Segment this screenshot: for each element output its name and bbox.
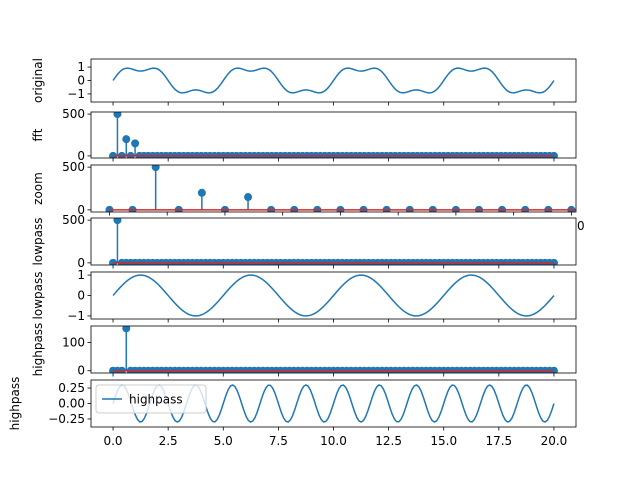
axes-frame [90, 164, 577, 213]
stem-marker [113, 218, 122, 225]
subplot-highpass: 0.25 0.00−0.25 0.0 2.5 5.0 7.5 10.0 12.5 15.0 17.… [8, 377, 577, 448]
legend-label: highpass [129, 393, 183, 407]
plot-area [105, 165, 576, 212]
stem-marker [244, 193, 253, 202]
subplot-zoom: 500 0 zoom [31, 160, 577, 217]
y-axis-label: highpass [31, 323, 45, 377]
x-tick-label: 10.0 [320, 434, 347, 448]
subplot-lowpass: 1 0 −1 lowpass [31, 268, 577, 323]
y-tick-label: 0 [77, 289, 85, 303]
stem-marker [113, 112, 122, 119]
y-tick-label: −0.25 [48, 412, 85, 426]
subplot-stack: 10−1original5000fft5000zoom5000lowpass10… [8, 58, 585, 448]
clipped-tick-fragment: 0 [577, 219, 585, 233]
y-tick-label: 100 [62, 335, 85, 349]
y-axis-label: lowpass [31, 272, 45, 320]
subplot-lowpass-fft: 500 0 lowpass [31, 213, 577, 270]
stem-marker [122, 135, 131, 144]
stem-marker [122, 326, 131, 333]
y-tick-label: −1 [67, 87, 85, 101]
y-tick-label: 0 [77, 256, 85, 270]
y-axis-label: zoom [31, 172, 45, 205]
subplot-fft: 500 0 fft [31, 107, 577, 163]
y-tick-label: 0 [77, 74, 85, 88]
plot-area [112, 274, 555, 317]
y-axis-label: fft [31, 128, 45, 141]
stem-marker [197, 188, 206, 197]
plot-area [109, 218, 558, 265]
x-tick-label: 2.5 [159, 434, 178, 448]
y-tick-label: 0.00 [58, 397, 85, 411]
y-axis-label: original [31, 58, 45, 103]
subplot-original: 10−1 original [31, 58, 577, 106]
y-tick-label: −1 [67, 309, 85, 323]
legend: highpass [95, 384, 207, 414]
y-tick-label: 500 [62, 160, 85, 174]
plot-area [109, 112, 558, 158]
y-tick-label: 0.25 [58, 381, 85, 395]
series-line [112, 67, 555, 94]
y-tick-label: 1 [77, 268, 85, 282]
y-tick-label: 500 [62, 213, 85, 227]
series-line [112, 274, 555, 317]
x-tick-label: 0.0 [103, 434, 122, 448]
plot-area [109, 326, 558, 373]
plot-area [112, 67, 555, 94]
subplot-highpass-fft: 100 0 highpass [31, 323, 577, 378]
y-axis-label: highpass [8, 377, 22, 431]
y-tick-label: 0 [77, 149, 85, 163]
y-tick-label: 500 [62, 107, 85, 121]
x-tick-label: 7.5 [269, 434, 288, 448]
stem-marker [131, 139, 140, 148]
x-tick-label: 12.5 [375, 434, 402, 448]
x-tick-label: 17.5 [485, 434, 512, 448]
y-tick-label: 0 [77, 203, 85, 217]
x-tick-label: 5.0 [214, 434, 233, 448]
stem-marker [151, 165, 160, 172]
legend-box [95, 384, 207, 414]
x-tick-label: 20.0 [541, 434, 568, 448]
x-tick-label: 15.0 [430, 434, 457, 448]
y-tick-label: 1 [77, 60, 85, 74]
y-tick-label: 0 [77, 364, 85, 378]
y-axis-label: lowpass [31, 218, 45, 266]
